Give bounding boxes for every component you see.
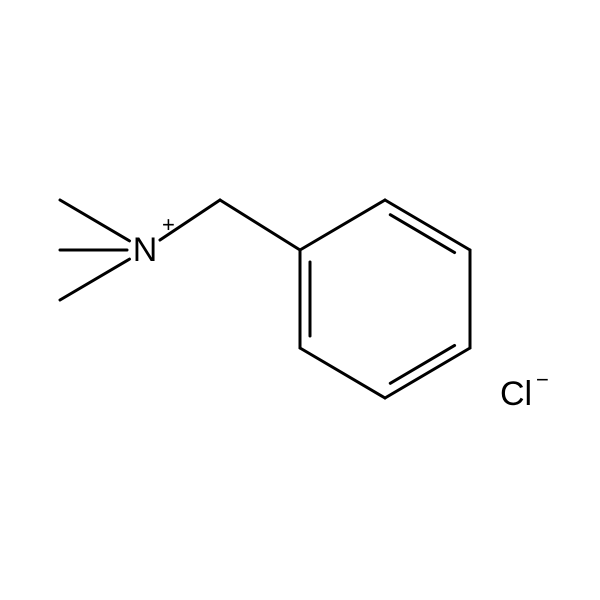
molecule-diagram: N+ Cl− <box>0 0 600 600</box>
chloride-charge: − <box>536 367 549 392</box>
chloride-label: Cl <box>500 375 532 413</box>
nitrogen-atom-label: N <box>133 231 158 269</box>
nitrogen-charge: + <box>162 212 175 237</box>
